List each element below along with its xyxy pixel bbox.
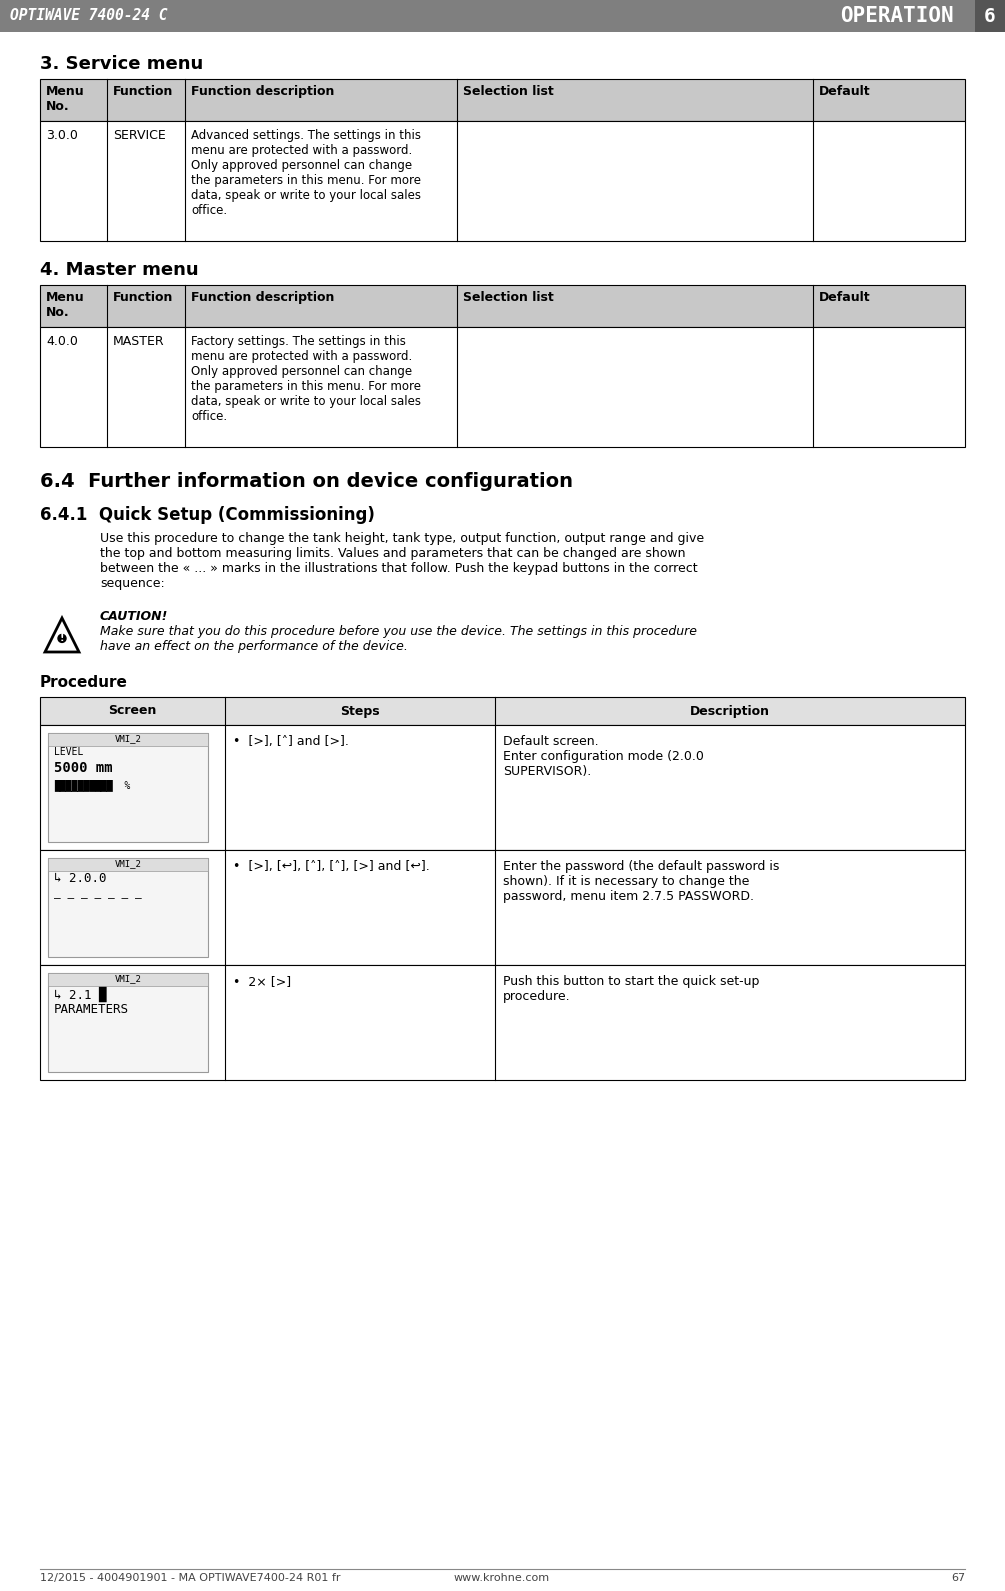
Polygon shape [45, 617, 79, 652]
Text: 12/2015 - 4004901901 - MA OPTIWAVE7400-24 R01 fr: 12/2015 - 4004901901 - MA OPTIWAVE7400-2… [40, 1573, 341, 1583]
Text: 4. Master menu: 4. Master menu [40, 261, 199, 278]
Bar [0, 0, 1005, 32]
Text: Default: Default [819, 291, 870, 304]
Text: •  2× [>]: • 2× [>] [233, 975, 291, 988]
Text: 6.4.1  Quick Setup (Commissioning): 6.4.1 Quick Setup (Commissioning) [40, 506, 375, 523]
Text: PARAMETERS: PARAMETERS [54, 1002, 129, 1017]
Text: 5000 mm: 5000 mm [54, 760, 113, 775]
Text: VMI_2: VMI_2 [115, 735, 142, 743]
Text: Push this button to start the quick set-up
procedure.: Push this button to start the quick set-… [502, 975, 760, 1002]
Bar [48, 974, 208, 1072]
Text: Advanced settings. The settings in this
menu are protected with a password.
Only: Advanced settings. The settings in this … [191, 129, 421, 216]
Text: Function: Function [113, 291, 174, 304]
Text: LEVEL: LEVEL [54, 748, 83, 757]
Text: CAUTION!: CAUTION! [100, 609, 169, 624]
Text: Selection list: Selection list [463, 291, 554, 304]
Bar [48, 733, 208, 746]
Bar [975, 0, 1005, 32]
Bar [40, 850, 965, 966]
Bar [40, 328, 965, 447]
Text: Procedure: Procedure [40, 675, 128, 690]
Text: 6: 6 [984, 6, 996, 25]
Text: MASTER: MASTER [113, 336, 165, 348]
Text: ↳ 2.1 █: ↳ 2.1 █ [54, 986, 107, 1002]
Text: VMI_2: VMI_2 [115, 859, 142, 869]
Text: 3.0.0: 3.0.0 [46, 129, 77, 142]
Text: Screen: Screen [108, 705, 156, 718]
Text: OPTIWAVE 7400-24 C: OPTIWAVE 7400-24 C [10, 8, 168, 24]
Bar [40, 725, 965, 850]
Text: Menu
No.: Menu No. [46, 291, 84, 320]
Text: 6.4  Further information on device configuration: 6.4 Further information on device config… [40, 473, 573, 492]
Text: !: ! [59, 633, 64, 643]
Text: 4.0.0: 4.0.0 [46, 336, 77, 348]
Circle shape [58, 635, 66, 643]
Text: www.krohne.com: www.krohne.com [454, 1573, 550, 1583]
Bar [40, 121, 965, 240]
Bar [40, 285, 965, 328]
Bar [40, 966, 965, 1080]
Text: •  [>], [↩], [˄], [˄], [>] and [↩].: • [>], [↩], [˄], [˄], [>] and [↩]. [233, 861, 430, 873]
Text: Make sure that you do this procedure before you use the device. The settings in : Make sure that you do this procedure bef… [100, 625, 697, 652]
Text: Description: Description [690, 705, 770, 718]
Text: Function description: Function description [191, 291, 335, 304]
Text: _ _ _ _ _ _ _: _ _ _ _ _ _ _ [54, 888, 142, 897]
Text: 67: 67 [951, 1573, 965, 1583]
Text: Default screen.
Enter configuration mode (2.0.0
SUPERVISOR).: Default screen. Enter configuration mode… [502, 735, 704, 778]
Text: •  [>], [˄] and [>].: • [>], [˄] and [>]. [233, 735, 349, 748]
Text: Use this procedure to change the tank height, tank type, output function, output: Use this procedure to change the tank he… [100, 531, 705, 590]
Text: Menu
No.: Menu No. [46, 84, 84, 113]
Text: Function: Function [113, 84, 174, 99]
Text: OPERATION: OPERATION [840, 6, 954, 25]
Text: VMI_2: VMI_2 [115, 975, 142, 983]
Bar [40, 697, 965, 725]
Text: SERVICE: SERVICE [113, 129, 166, 142]
Bar [48, 974, 208, 986]
Text: Enter the password (the default password is
shown). If it is necessary to change: Enter the password (the default password… [502, 861, 779, 904]
Bar [48, 858, 208, 870]
Text: Factory settings. The settings in this
menu are protected with a password.
Only : Factory settings. The settings in this m… [191, 336, 421, 423]
Text: ↳ 2.0.0: ↳ 2.0.0 [54, 872, 107, 885]
Text: Function description: Function description [191, 84, 335, 99]
Text: 3. Service menu: 3. Service menu [40, 56, 203, 73]
Bar [40, 80, 965, 121]
Bar [48, 858, 208, 958]
Text: Steps: Steps [340, 705, 380, 718]
Text: Selection list: Selection list [463, 84, 554, 99]
Text: ██████████  %: ██████████ % [54, 780, 131, 791]
Text: Default: Default [819, 84, 870, 99]
Bar [48, 733, 208, 842]
